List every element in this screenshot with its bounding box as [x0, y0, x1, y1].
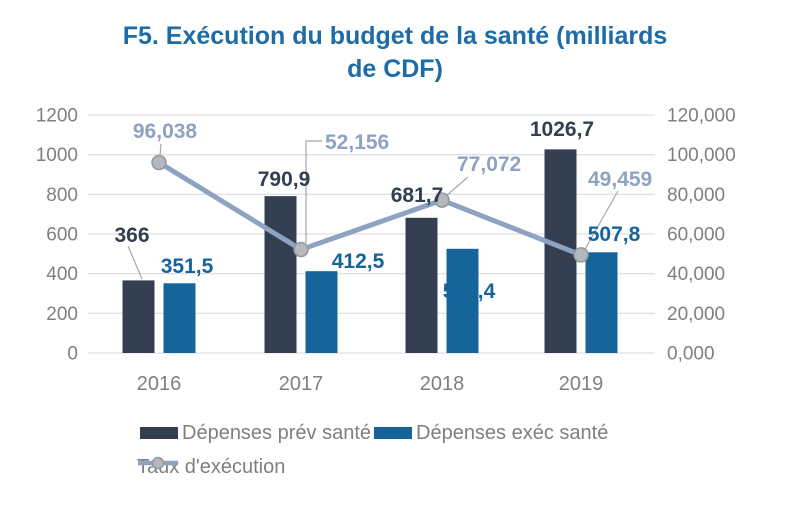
bar-depenses-prev-2016: [122, 280, 155, 353]
right-axis-tick: 60,000: [667, 225, 725, 246]
legend-label-depenses-prev: Dépenses prév santé: [182, 421, 372, 444]
legend-swatch-depenses-exec: [374, 427, 412, 439]
depenses-prev-label-2017: 790,9: [258, 168, 311, 191]
legend-swatch-depenses-prev: [140, 427, 178, 439]
depenses-exec-label-2016: 351,5: [161, 255, 214, 278]
taux-marker-2019: [573, 247, 589, 263]
depenses-prev-label-2019: 1026,7: [530, 118, 594, 141]
left-axis-tick: 1200: [36, 106, 78, 127]
taux-execution-line: [156, 160, 584, 258]
right-axis-tick: 0,000: [667, 344, 715, 365]
taux-marker-2016: [151, 154, 167, 171]
taux-execution-label-2017: 52,156: [325, 131, 389, 154]
label-leader-line: [159, 143, 162, 157]
left-axis-tick: 200: [46, 304, 78, 325]
label-leader-line: [445, 176, 469, 197]
depenses-exec-label-2017: 412,5: [332, 250, 385, 273]
taux-execution-label-2019: 49,459: [588, 168, 652, 191]
label-leader-line: [127, 245, 143, 280]
chart-canvas: 0 0,000 200 20,000 400 40,000 600 60,000 800 80,0…: [36, 106, 736, 396]
x-axis-label-2017: 2017: [279, 373, 324, 395]
left-axis-tick: 1000: [36, 145, 78, 166]
right-axis-tick: 100,000: [667, 145, 736, 166]
right-axis-tick: 20,000: [667, 304, 725, 325]
x-axis-label-2019: 2019: [559, 373, 604, 395]
depenses-prev-label-2018: 681,7: [391, 184, 444, 207]
right-axis-tick: 40,000: [667, 264, 725, 285]
legend-item-depenses-exec: Dépenses exéc santé: [374, 421, 608, 445]
left-axis-tick: 600: [46, 225, 78, 246]
legend-line-marker-icon: [138, 456, 178, 470]
left-axis-tick: 400: [46, 264, 78, 285]
chart-title-line2: de CDF): [347, 55, 443, 83]
taux-marker-2018: [434, 192, 450, 208]
legend-item-taux-execution: Taux d'exécution: [137, 455, 285, 479]
right-axis-tick: 80,000: [667, 185, 725, 206]
legend-label-depenses-exec: Dépenses exéc santé: [416, 421, 609, 444]
bar-depenses-prev-2017: [264, 196, 297, 353]
x-axis-label-2018: 2018: [420, 373, 465, 395]
bar-depenses-exec-2019: [585, 252, 618, 353]
chart-title: F5. Exécution du budget de la santé (mil…: [0, 20, 790, 86]
right-axis-tick: 120,000: [667, 106, 736, 127]
bar-depenses-exec-2016: [163, 283, 196, 353]
depenses-prev-label-2016: 366: [114, 224, 149, 247]
legend-item-depenses-prev: Dépenses prév santé: [140, 421, 371, 445]
left-axis-tick: 800: [46, 185, 78, 206]
taux-marker-2017: [293, 241, 309, 258]
x-axis-label-2016: 2016: [137, 373, 182, 395]
depenses-exec-label-2018: 525,4: [443, 280, 496, 303]
taux-execution-label-2016: 96,038: [133, 120, 198, 143]
depenses-exec-label-2019: 507,8: [588, 223, 641, 246]
bar-depenses-exec-2017: [305, 271, 338, 353]
chart-title-line1: F5. Exécution du budget de la santé (mil…: [122, 22, 668, 50]
label-leader-line: [305, 140, 322, 243]
bar-depenses-prev-2018: [405, 217, 438, 353]
label-leader-line: [583, 190, 619, 252]
taux-execution-label-2018: 77,072: [457, 153, 521, 176]
left-axis-tick: 0: [67, 344, 78, 365]
bar-depenses-exec-2018: [446, 248, 479, 353]
